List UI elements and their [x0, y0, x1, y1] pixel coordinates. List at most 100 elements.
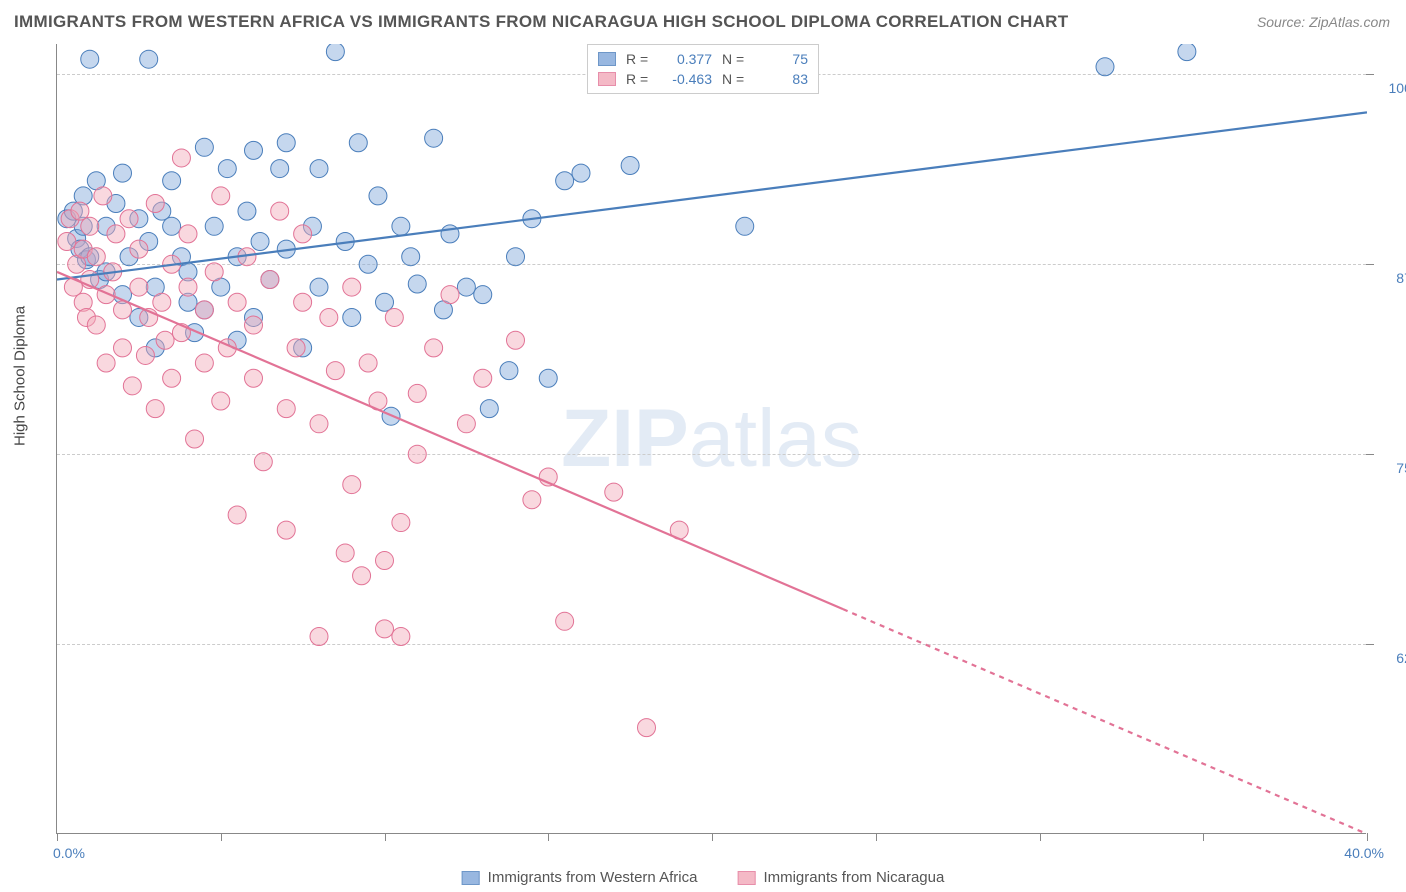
data-point-series-0 [1178, 44, 1196, 61]
trend-line-series-0 [57, 112, 1367, 279]
data-point-series-1 [359, 354, 377, 372]
data-point-series-1 [254, 453, 272, 471]
data-point-series-1 [523, 491, 541, 509]
n-value-0: 75 [760, 51, 808, 67]
data-point-series-1 [245, 369, 263, 387]
data-point-series-1 [392, 514, 410, 532]
data-point-series-1 [271, 202, 289, 220]
data-point-series-1 [474, 369, 492, 387]
x-tick-label: 0.0% [53, 845, 85, 861]
data-point-series-1 [212, 187, 230, 205]
data-point-series-0 [392, 217, 410, 235]
chart-title: IMMIGRANTS FROM WESTERN AFRICA VS IMMIGR… [14, 12, 1068, 32]
data-point-series-1 [123, 377, 141, 395]
data-point-series-0 [507, 248, 525, 266]
data-point-series-1 [343, 476, 361, 494]
data-point-series-0 [81, 50, 99, 68]
r-value-0: 0.377 [664, 51, 712, 67]
data-point-series-1 [287, 339, 305, 357]
data-point-series-1 [392, 628, 410, 646]
data-point-series-1 [71, 202, 89, 220]
data-point-series-1 [310, 628, 328, 646]
source-label: Source: [1257, 14, 1305, 30]
swatch-bottom-0 [462, 871, 480, 885]
data-point-series-0 [457, 278, 475, 296]
data-point-series-1 [326, 362, 344, 380]
data-point-series-1 [457, 415, 475, 433]
data-point-series-1 [163, 369, 181, 387]
data-point-series-1 [408, 445, 426, 463]
data-point-series-1 [556, 612, 574, 630]
data-point-series-1 [58, 233, 76, 251]
data-point-series-0 [343, 308, 361, 326]
data-point-series-1 [353, 567, 371, 585]
data-point-series-1 [212, 392, 230, 410]
data-point-series-0 [349, 134, 367, 152]
data-point-series-1 [195, 301, 213, 319]
data-point-series-1 [294, 293, 312, 311]
data-point-series-1 [120, 210, 138, 228]
data-point-series-1 [205, 263, 223, 281]
data-point-series-0 [218, 160, 236, 178]
y-tick-label: 62.5% [1396, 650, 1406, 666]
data-point-series-1 [376, 552, 394, 570]
data-point-series-1 [245, 316, 263, 334]
data-point-series-0 [163, 217, 181, 235]
data-point-series-1 [136, 346, 154, 364]
data-point-series-0 [163, 172, 181, 190]
series-name-1: Immigrants from Nicaragua [763, 869, 944, 886]
data-point-series-0 [245, 141, 263, 159]
legend-item-1: Immigrants from Nicaragua [737, 869, 944, 886]
data-point-series-1 [320, 308, 338, 326]
data-point-series-1 [425, 339, 443, 357]
swatch-series-0 [598, 52, 616, 66]
data-point-series-1 [605, 483, 623, 501]
data-point-series-1 [408, 384, 426, 402]
y-tick-label: 87.5% [1396, 270, 1406, 286]
r-label-1: R = [626, 71, 654, 87]
data-point-series-1 [228, 293, 246, 311]
data-point-series-0 [195, 138, 213, 156]
y-tick-label: 75.0% [1396, 460, 1406, 476]
data-point-series-1 [87, 316, 105, 334]
n-label-0: N = [722, 51, 750, 67]
r-label-0: R = [626, 51, 654, 67]
data-point-series-1 [81, 217, 99, 235]
data-point-series-0 [251, 233, 269, 251]
data-point-series-0 [277, 134, 295, 152]
y-axis-title: High School Diploma [12, 306, 29, 446]
data-point-series-1 [146, 400, 164, 418]
chart-svg [57, 44, 1367, 834]
y-tick-label: 100.0% [1389, 80, 1406, 96]
data-point-series-1 [228, 506, 246, 524]
swatch-bottom-1 [737, 871, 755, 885]
data-point-series-1 [186, 430, 204, 448]
data-point-series-1 [294, 225, 312, 243]
data-point-series-0 [556, 172, 574, 190]
data-point-series-1 [179, 225, 197, 243]
data-point-series-1 [130, 240, 148, 258]
data-point-series-0 [310, 160, 328, 178]
data-point-series-1 [441, 286, 459, 304]
series-name-0: Immigrants from Western Africa [488, 869, 698, 886]
data-point-series-1 [195, 354, 213, 372]
data-point-series-0 [572, 164, 590, 182]
data-point-series-1 [97, 354, 115, 372]
data-point-series-0 [271, 160, 289, 178]
data-point-series-1 [179, 278, 197, 296]
data-point-series-1 [130, 278, 148, 296]
data-point-series-0 [500, 362, 518, 380]
n-label-1: N = [722, 71, 750, 87]
data-point-series-1 [336, 544, 354, 562]
data-point-series-1 [87, 248, 105, 266]
data-point-series-0 [376, 293, 394, 311]
data-point-series-1 [156, 331, 174, 349]
data-point-series-1 [385, 308, 403, 326]
data-point-series-1 [343, 278, 361, 296]
data-point-series-0 [114, 164, 132, 182]
legend-row-0: R = 0.377 N = 75 [598, 49, 808, 69]
legend-item-0: Immigrants from Western Africa [462, 869, 698, 886]
n-value-1: 83 [760, 71, 808, 87]
data-point-series-0 [140, 50, 158, 68]
data-point-series-0 [359, 255, 377, 273]
